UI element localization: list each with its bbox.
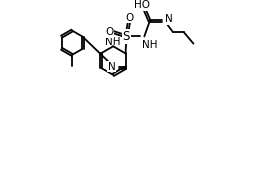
Text: NH: NH xyxy=(105,37,120,47)
Text: O: O xyxy=(106,27,114,37)
Text: N: N xyxy=(165,14,173,25)
Text: N: N xyxy=(108,62,116,72)
Text: NH: NH xyxy=(142,40,157,50)
Text: HO: HO xyxy=(134,0,150,10)
Text: S: S xyxy=(123,30,130,43)
Text: O: O xyxy=(125,13,133,23)
